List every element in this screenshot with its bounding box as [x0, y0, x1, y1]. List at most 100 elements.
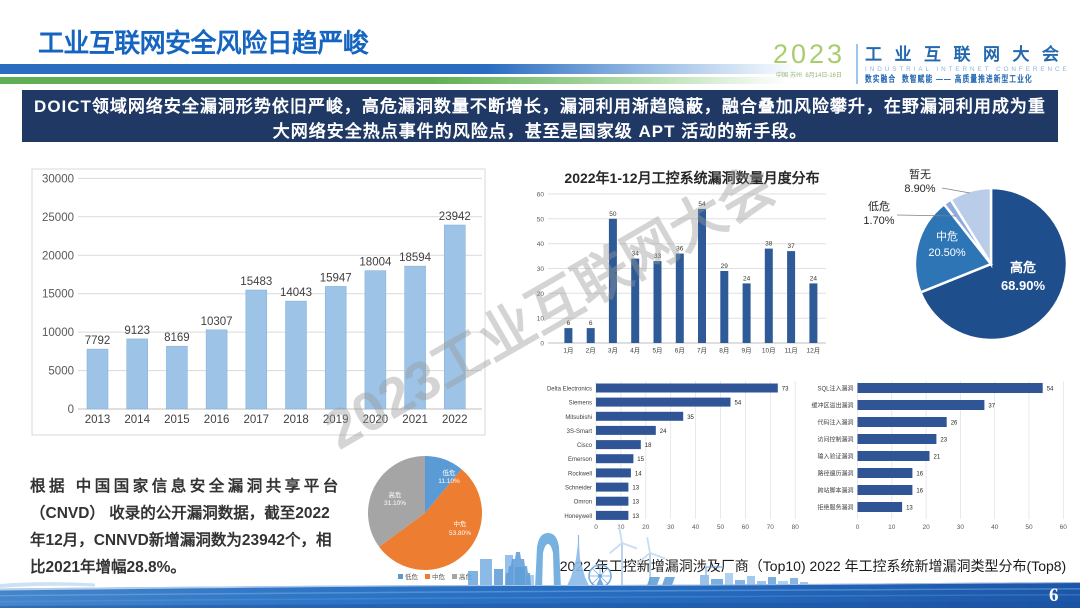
svg-text:0: 0: [594, 524, 598, 531]
svg-text:18: 18: [645, 443, 652, 449]
svg-text:2020: 2020: [363, 414, 389, 426]
svg-text:16: 16: [916, 489, 923, 495]
svg-text:11.10%: 11.10%: [438, 478, 460, 485]
svg-text:30: 30: [957, 524, 965, 531]
svg-text:36: 36: [676, 246, 684, 253]
svg-text:40: 40: [692, 524, 700, 531]
svg-text:2019: 2019: [323, 414, 349, 426]
svg-text:60: 60: [1060, 524, 1068, 531]
svg-text:Rockwell: Rockwell: [568, 471, 592, 477]
svg-text:8169: 8169: [164, 332, 190, 344]
svg-text:18594: 18594: [399, 252, 432, 264]
svg-text:7792: 7792: [85, 335, 111, 347]
svg-text:13: 13: [632, 486, 639, 492]
svg-text:10月: 10月: [762, 347, 776, 355]
svg-text:29: 29: [721, 263, 729, 270]
svg-text:5000: 5000: [48, 366, 74, 378]
svg-text:低危: 低危: [868, 200, 890, 213]
svg-text:25000: 25000: [42, 212, 74, 224]
svg-text:高危: 高危: [459, 572, 473, 581]
svg-text:10: 10: [617, 524, 625, 531]
svg-text:路径遍历漏洞: 路径遍历漏洞: [817, 470, 853, 478]
svg-text:60: 60: [537, 192, 545, 199]
svg-text:10000: 10000: [42, 327, 74, 339]
svg-text:高危: 高危: [389, 490, 403, 499]
svg-text:2016: 2016: [204, 414, 230, 426]
svg-text:38: 38: [765, 241, 773, 248]
svg-text:24: 24: [743, 275, 751, 282]
svg-text:40: 40: [991, 524, 999, 531]
svg-text:SQL注入漏洞: SQL注入漏洞: [817, 385, 853, 393]
svg-text:5月: 5月: [652, 347, 662, 355]
svg-text:23: 23: [940, 438, 947, 444]
svg-text:中危: 中危: [936, 230, 958, 243]
svg-text:3月: 3月: [608, 347, 618, 355]
svg-text:14043: 14043: [280, 287, 312, 299]
svg-text:2月: 2月: [586, 347, 596, 355]
svg-text:中危: 中危: [432, 572, 446, 581]
svg-text:2013: 2013: [85, 414, 111, 426]
svg-text:16: 16: [916, 472, 923, 478]
svg-text:代码注入漏洞: 代码注入漏洞: [817, 419, 853, 427]
svg-text:9月: 9月: [742, 347, 752, 355]
svg-text:68.90%: 68.90%: [1001, 278, 1046, 293]
svg-text:54: 54: [735, 401, 742, 407]
svg-text:30: 30: [537, 266, 545, 273]
svg-text:缓冲区溢出漏洞: 缓冲区溢出漏洞: [811, 402, 853, 410]
svg-text:访问控制漏洞: 访问控制漏洞: [817, 436, 853, 444]
svg-text:37: 37: [988, 404, 995, 410]
svg-text:20: 20: [642, 524, 650, 531]
svg-text:Siemens: Siemens: [569, 401, 592, 407]
svg-text:低危: 低危: [443, 468, 457, 477]
svg-text:跨站脚本漏洞: 跨站脚本漏洞: [817, 487, 853, 495]
svg-text:60: 60: [742, 524, 750, 531]
svg-text:54: 54: [698, 201, 706, 208]
svg-text:18004: 18004: [359, 257, 392, 269]
svg-text:6: 6: [567, 320, 571, 327]
svg-text:23942: 23942: [439, 211, 471, 223]
svg-text:30: 30: [667, 524, 675, 531]
svg-text:10: 10: [888, 524, 896, 531]
svg-text:Mitsubishi: Mitsubishi: [565, 415, 592, 421]
svg-text:20: 20: [537, 291, 545, 298]
svg-text:13: 13: [906, 506, 913, 512]
svg-text:2014: 2014: [124, 414, 150, 426]
svg-text:9123: 9123: [124, 325, 150, 337]
svg-text:6月: 6月: [675, 347, 685, 355]
svg-text:低危: 低危: [405, 572, 419, 581]
svg-text:50: 50: [1025, 524, 1033, 531]
svg-text:12月: 12月: [807, 347, 821, 355]
svg-text:0: 0: [856, 524, 860, 531]
svg-text:73: 73: [782, 387, 789, 393]
svg-text:53.80%: 53.80%: [449, 530, 471, 537]
svg-text:10307: 10307: [201, 316, 233, 328]
svg-text:Schneider: Schneider: [565, 486, 592, 492]
svg-text:Cisco: Cisco: [577, 443, 593, 449]
svg-text:20.50%: 20.50%: [928, 247, 966, 259]
svg-text:24: 24: [660, 429, 667, 435]
svg-text:3S-Smart: 3S-Smart: [567, 429, 593, 435]
svg-text:2015: 2015: [164, 414, 190, 426]
svg-text:13: 13: [632, 514, 639, 520]
svg-text:2021: 2021: [402, 414, 428, 426]
svg-text:拒绝服务漏洞: 拒绝服务漏洞: [817, 504, 853, 512]
svg-text:2017: 2017: [244, 414, 270, 426]
svg-text:40: 40: [537, 241, 545, 248]
svg-text:30000: 30000: [42, 173, 74, 185]
svg-text:31.10%: 31.10%: [384, 500, 406, 507]
svg-text:14: 14: [635, 471, 642, 477]
svg-text:15: 15: [637, 457, 644, 463]
svg-text:暂无: 暂无: [909, 168, 931, 181]
svg-text:4月: 4月: [630, 347, 640, 355]
svg-text:15000: 15000: [42, 289, 74, 301]
svg-text:6: 6: [589, 320, 593, 327]
svg-text:20: 20: [922, 524, 930, 531]
svg-text:Emerson: Emerson: [568, 457, 592, 463]
svg-text:80: 80: [792, 524, 800, 531]
svg-text:8月: 8月: [719, 347, 729, 355]
svg-text:7月: 7月: [697, 347, 707, 355]
svg-text:50: 50: [537, 216, 545, 223]
svg-text:1月: 1月: [563, 347, 573, 355]
svg-text:0: 0: [68, 404, 74, 416]
svg-text:0: 0: [540, 341, 544, 348]
